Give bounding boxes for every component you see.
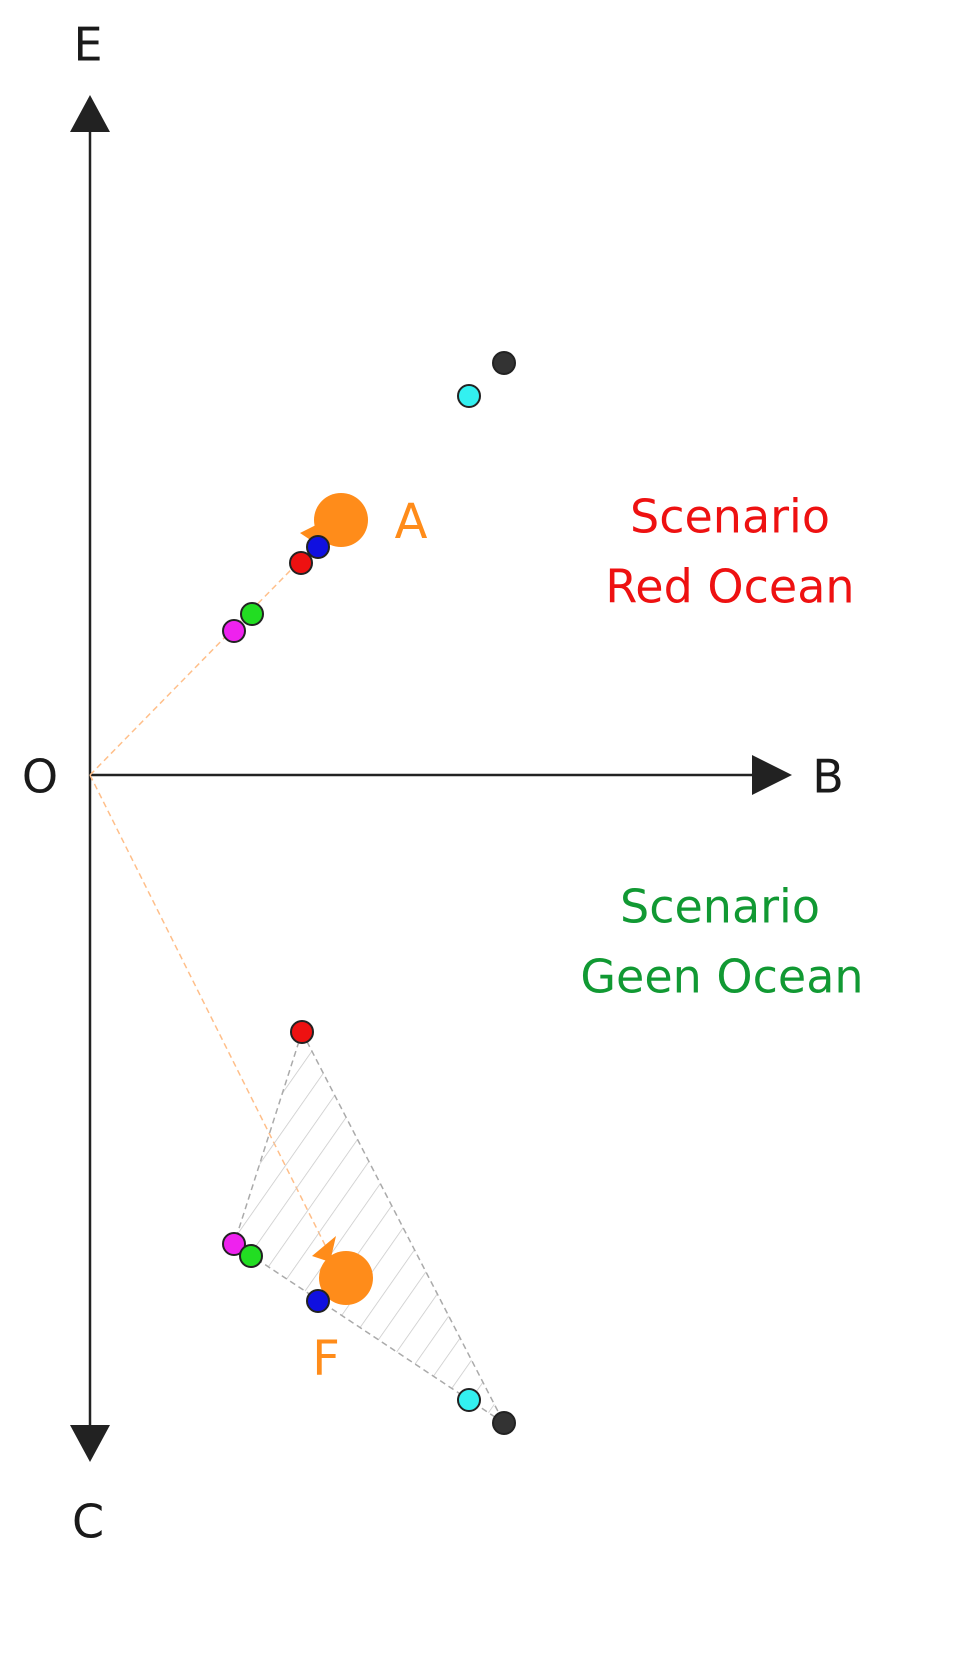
dot-blue [306,535,330,559]
hatched-region [233,1030,506,1426]
scenario-label: Geen Ocean [580,950,863,1004]
dot-orange [319,1251,373,1305]
point-label-f: F [312,1331,340,1387]
scenario-label: Red Ocean [605,560,854,614]
dot-magenta [222,619,246,643]
axis-label-e: E [73,18,102,72]
dot-red [289,551,313,575]
scenario-label: Scenario [620,880,820,934]
dot-green [240,602,264,626]
arrow-down [70,1425,110,1462]
dot-magenta [222,1232,246,1256]
dot-green [239,1244,263,1268]
dot-blue [306,1289,330,1313]
arrow-up [70,95,110,132]
dot-cyan [457,384,481,408]
scenario-label: Scenario [630,490,830,544]
axis-label-o: O [22,750,58,804]
dot-cyan [457,1388,481,1412]
guide-line [89,774,336,1266]
axis-label-c: C [72,1495,104,1549]
dot-red [290,1020,314,1044]
dot-black [492,1411,516,1435]
axis-label-b: B [812,750,844,804]
dot-black [492,351,516,375]
dot-orange-tail [312,1236,336,1262]
dot-orange [314,493,368,547]
arrow-right [752,755,792,795]
point-label-a: A [395,494,428,550]
guide-line [89,529,331,776]
